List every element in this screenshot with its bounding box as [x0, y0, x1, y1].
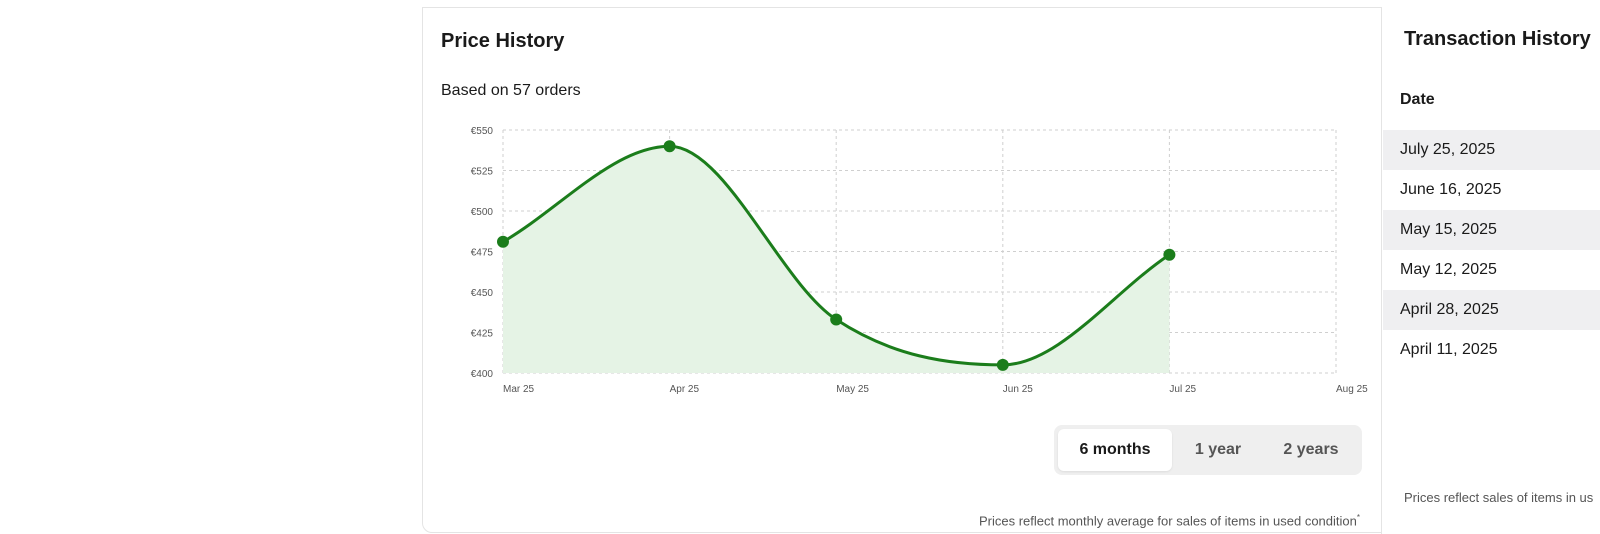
panel-divider	[1381, 7, 1382, 534]
range-option-6-months[interactable]: 6 months	[1058, 429, 1172, 471]
transaction-row: June 16, 2025	[1400, 181, 1502, 198]
y-tick-label: €475	[471, 248, 494, 259]
transaction-footnote: Prices reflect sales of items in us	[1404, 490, 1594, 505]
y-tick-label: €400	[471, 369, 494, 380]
chart-area	[502, 144, 1171, 373]
transaction-row: April 11, 2025	[1400, 341, 1498, 358]
x-tick-label: Jul 25	[1169, 384, 1196, 395]
chart-points	[497, 140, 1176, 371]
price-data-point[interactable]	[1163, 248, 1176, 261]
price-history-title: Price History	[441, 30, 565, 52]
time-range-toggle: 6 months 1 year 2 years	[1054, 425, 1362, 475]
x-tick-label: Aug 25	[1336, 384, 1368, 395]
range-option-2-years[interactable]: 2 years	[1264, 429, 1358, 471]
y-tick-label: €550	[471, 126, 494, 137]
x-axis-ticks: Mar 25 Apr 25 May 25 Jun 25 Jul 25 Aug 25	[503, 384, 1368, 395]
price-data-point[interactable]	[497, 235, 509, 248]
price-data-point[interactable]	[830, 313, 843, 326]
price-series-line	[502, 144, 1171, 367]
transaction-list: July 25, 2025 June 16, 2025 May 15, 2025 Ma…	[1383, 130, 1600, 370]
y-tick-label: €500	[471, 207, 494, 218]
x-tick-label: Jun 25	[1003, 384, 1033, 395]
transaction-row: July 25, 2025	[1383, 130, 1600, 170]
footnote-text: Prices reflect monthly average for sales…	[978, 513, 1357, 529]
date-column-header: Date	[1400, 91, 1435, 108]
y-tick-label: €450	[471, 288, 494, 299]
transaction-row: April 28, 2025	[1383, 290, 1600, 330]
transaction-history-title: Transaction History	[1404, 28, 1591, 50]
x-tick-label: May 25	[836, 384, 869, 395]
transaction-row: May 12, 2025	[1400, 261, 1497, 278]
price-area-fill	[503, 146, 1170, 373]
y-tick-label: €425	[471, 329, 494, 340]
orders-count: Based on 57 orders	[441, 82, 581, 99]
price-data-point[interactable]	[663, 140, 676, 153]
transaction-row: May 15, 2025	[1383, 210, 1600, 250]
price-data-point[interactable]	[996, 358, 1009, 371]
x-tick-label: Apr 25	[670, 384, 700, 395]
range-option-1-year[interactable]: 1 year	[1172, 429, 1264, 471]
price-history-footnote: Prices reflect monthly average for sales…	[979, 513, 1360, 528]
footnote-mark: *	[1356, 513, 1360, 522]
y-tick-label: €525	[471, 167, 494, 178]
x-tick-label: Mar 25	[503, 384, 535, 395]
y-axis-ticks: €400 €425 €450 €475 €500 €525 €550	[471, 126, 494, 380]
